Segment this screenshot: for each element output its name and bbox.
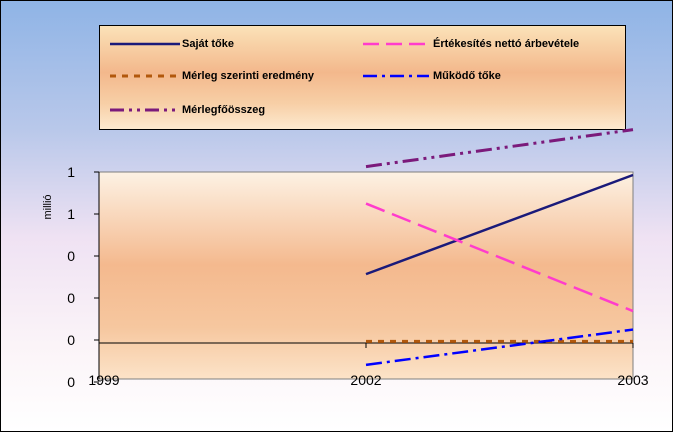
legend-label-2: Mérleg szerinti eredmény	[182, 70, 315, 82]
series-line-4	[365, 128, 634, 169]
legend-label-4: Mérlegfőösszeg	[182, 104, 266, 116]
y-tick-label-2: 0	[67, 248, 75, 264]
series-line-3	[365, 328, 634, 367]
x-tick-label-1: 2002	[350, 372, 381, 388]
y-tick-label-3: 0	[67, 290, 75, 306]
y-axis-label: millió	[42, 194, 54, 219]
x-tick-label-0: 1999	[88, 372, 119, 388]
y-tick-label-4: 0	[67, 332, 75, 348]
legend-label-3: Működő tőke	[433, 70, 501, 82]
legend-label-0: Saját tőke	[182, 38, 234, 50]
series-line-0	[365, 173, 634, 276]
series-line-1	[365, 202, 634, 313]
legend-label-1: Értékesítés nettó árbevétele	[433, 38, 580, 50]
y-tick-label-1: 1	[67, 206, 75, 222]
y-tick-label-0: 1	[67, 164, 75, 180]
y-tick-label-5: 0	[67, 374, 75, 390]
legend: Saját tőke Értékesítés nettó árbevétele …	[99, 25, 626, 130]
x-tick-label-2: 2003	[617, 372, 648, 388]
